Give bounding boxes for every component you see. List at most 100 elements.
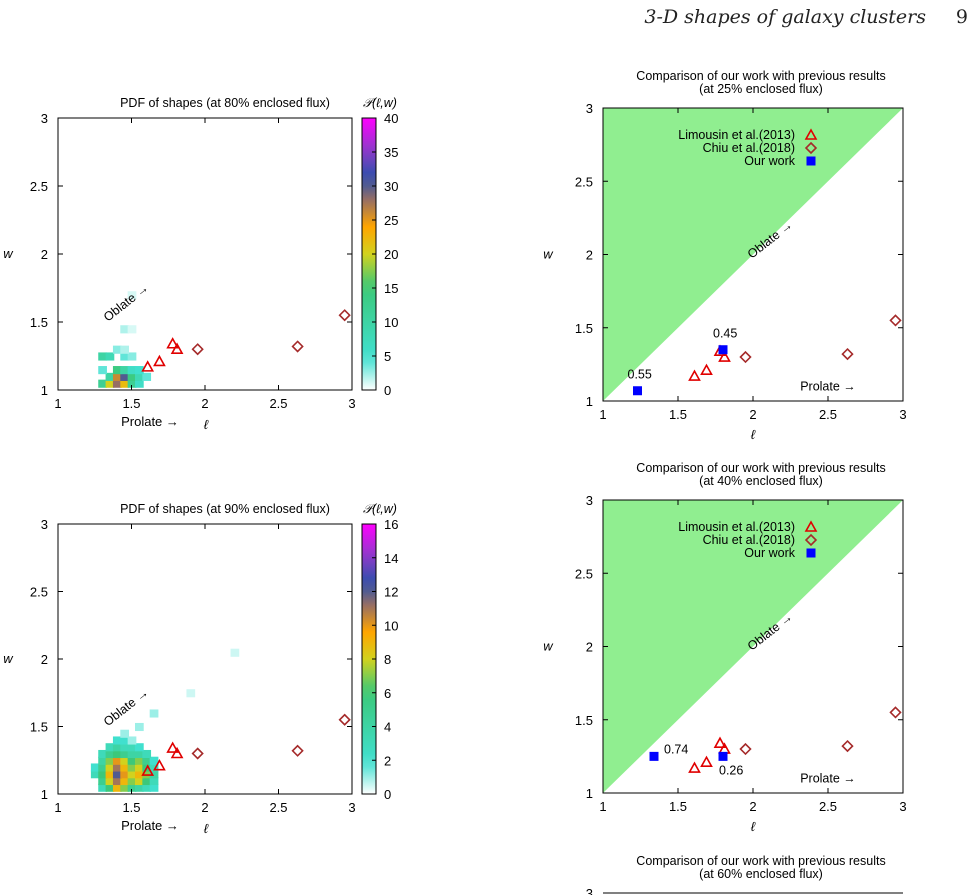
y-tick-label: 1.5 xyxy=(575,713,593,728)
heatmap-cell xyxy=(90,763,100,772)
pdf-heatmap-80: 1 1.5 2 2.5 3 1 1.5 2 2.5 3 PDF of shapes (at 80% … xyxy=(3,96,398,432)
heatmap-cell xyxy=(120,372,130,381)
x-tick-label: 2.5 xyxy=(269,396,287,411)
heatmap-cell xyxy=(134,776,144,786)
data-label: 0.45 xyxy=(713,327,737,341)
square-marker xyxy=(718,345,728,355)
colorbar-tick-label: 14 xyxy=(384,551,398,566)
diamond-marker xyxy=(338,309,351,322)
colorbar-tick-label: 20 xyxy=(384,247,398,262)
heatmap-cell xyxy=(127,291,137,300)
legend-label: Limousin et al.(2013) xyxy=(678,520,795,534)
diamond-marker xyxy=(889,706,902,719)
heatmap-cell xyxy=(112,749,122,759)
triangle-marker xyxy=(141,764,155,776)
heatmap-cell xyxy=(112,763,122,772)
heatmap-cell xyxy=(98,763,107,772)
colorbar-tick-label: 2 xyxy=(384,753,391,768)
heatmap-cell xyxy=(230,648,240,657)
heatmap-cell xyxy=(134,749,144,759)
y-tick-label: 2 xyxy=(586,248,593,263)
chart-title: Comparison of our work with previous res… xyxy=(636,461,885,475)
x-tick-label: 1.5 xyxy=(122,800,140,815)
heatmap-cell xyxy=(134,743,144,752)
heatmap-cell xyxy=(127,352,137,361)
diamond-marker xyxy=(841,347,854,361)
heatmap-cell xyxy=(120,325,130,334)
triangle-marker xyxy=(153,759,166,771)
comparison-60: Comparison of our work with previous res… xyxy=(586,854,903,895)
heatmap-cell xyxy=(127,749,137,759)
colorbar-tick-label: 25 xyxy=(384,213,398,228)
heatmap-cell xyxy=(120,366,130,375)
chart-title: PDF of shapes (at 80% enclosed flux) xyxy=(120,96,330,110)
heatmap-cell xyxy=(120,749,130,759)
y-tick-label: 1 xyxy=(41,787,48,802)
triangle-marker xyxy=(804,128,818,140)
x-tick-label: 1 xyxy=(599,407,606,422)
heatmap-cell xyxy=(127,756,137,765)
heatmap-cell xyxy=(127,743,137,752)
heatmap-cell xyxy=(120,776,130,786)
colorbar-tick-label: 10 xyxy=(384,315,398,330)
colorbar-tick-label: 16 xyxy=(384,517,398,532)
heatmap-cell xyxy=(98,770,107,779)
y-tick-label: 2.5 xyxy=(575,174,593,189)
triangle-marker xyxy=(166,741,180,753)
heatmap-cell xyxy=(98,379,107,388)
heatmap-cell xyxy=(120,763,130,772)
data-label: 0.55 xyxy=(628,368,652,382)
x-tick-label: 1 xyxy=(54,800,61,815)
y-tick-label: 2 xyxy=(586,640,593,655)
triangle-marker xyxy=(153,354,166,367)
heatmap-cell xyxy=(120,783,130,792)
legend-label: Chiu et al.(2018) xyxy=(703,533,795,547)
heatmap-cell xyxy=(105,763,115,772)
square-marker xyxy=(718,751,728,761)
heatmap-cell xyxy=(105,379,115,388)
colorbar-tick-label: 0 xyxy=(384,383,391,398)
x-tick-label: 1 xyxy=(599,799,606,814)
heatmap-cell xyxy=(98,366,107,375)
heatmap-cell xyxy=(149,756,159,765)
triangle-marker xyxy=(718,350,731,362)
heatmap-cell xyxy=(127,366,137,375)
diamond-marker xyxy=(804,533,818,547)
prolate-annotation: Prolate → xyxy=(121,818,179,833)
comparison-40: 1 1.5 2 2.5 3 1 1.5 2 2.5 3 Comparison of our work… xyxy=(543,461,906,834)
heatmap-cell xyxy=(112,736,122,745)
heatmap-cell xyxy=(134,372,144,381)
data-label: 0.74 xyxy=(664,742,688,756)
triangle-marker xyxy=(688,761,701,773)
heatmap-cell xyxy=(120,743,130,752)
colorbar-label: 𝒫(ℓ,w) xyxy=(363,502,397,516)
heatmap-cell xyxy=(112,372,122,381)
x-tick-label: 2.5 xyxy=(269,800,287,815)
heatmap-cell xyxy=(120,345,130,354)
y-tick-label: 3 xyxy=(586,101,593,116)
page-header: 3-D shapes of galaxy clusters 9 xyxy=(560,2,970,32)
chart-subtitle: (at 25% enclosed flux) xyxy=(699,82,823,96)
heatmap-cell xyxy=(105,756,115,765)
heatmap-cell xyxy=(134,763,144,772)
diamond-marker xyxy=(841,739,854,753)
diamond-marker xyxy=(804,141,818,155)
chart-subtitle: (at 60% enclosed flux) xyxy=(699,867,823,881)
heatmap-cell xyxy=(142,372,152,381)
colorbar-tick-label: 4 xyxy=(384,720,391,735)
diamond-marker xyxy=(739,742,752,756)
x-tick-label: 2.5 xyxy=(819,407,837,422)
heatmap-cell xyxy=(120,736,130,745)
y-tick-label: 1.5 xyxy=(30,315,48,330)
heatmap-cell xyxy=(90,770,100,779)
heatmap-cell xyxy=(112,379,122,388)
x-tick-label: 1.5 xyxy=(669,407,687,422)
heatmap-cell xyxy=(120,729,130,738)
oblate-region xyxy=(603,500,903,793)
y-axis-label: w xyxy=(3,246,14,261)
colorbar-tick-label: 6 xyxy=(384,686,391,701)
x-tick-label: 3 xyxy=(348,800,355,815)
legend-label: Limousin et al.(2013) xyxy=(678,128,795,142)
x-axis-label: ℓ xyxy=(751,819,756,834)
heatmap-cell xyxy=(105,776,115,786)
